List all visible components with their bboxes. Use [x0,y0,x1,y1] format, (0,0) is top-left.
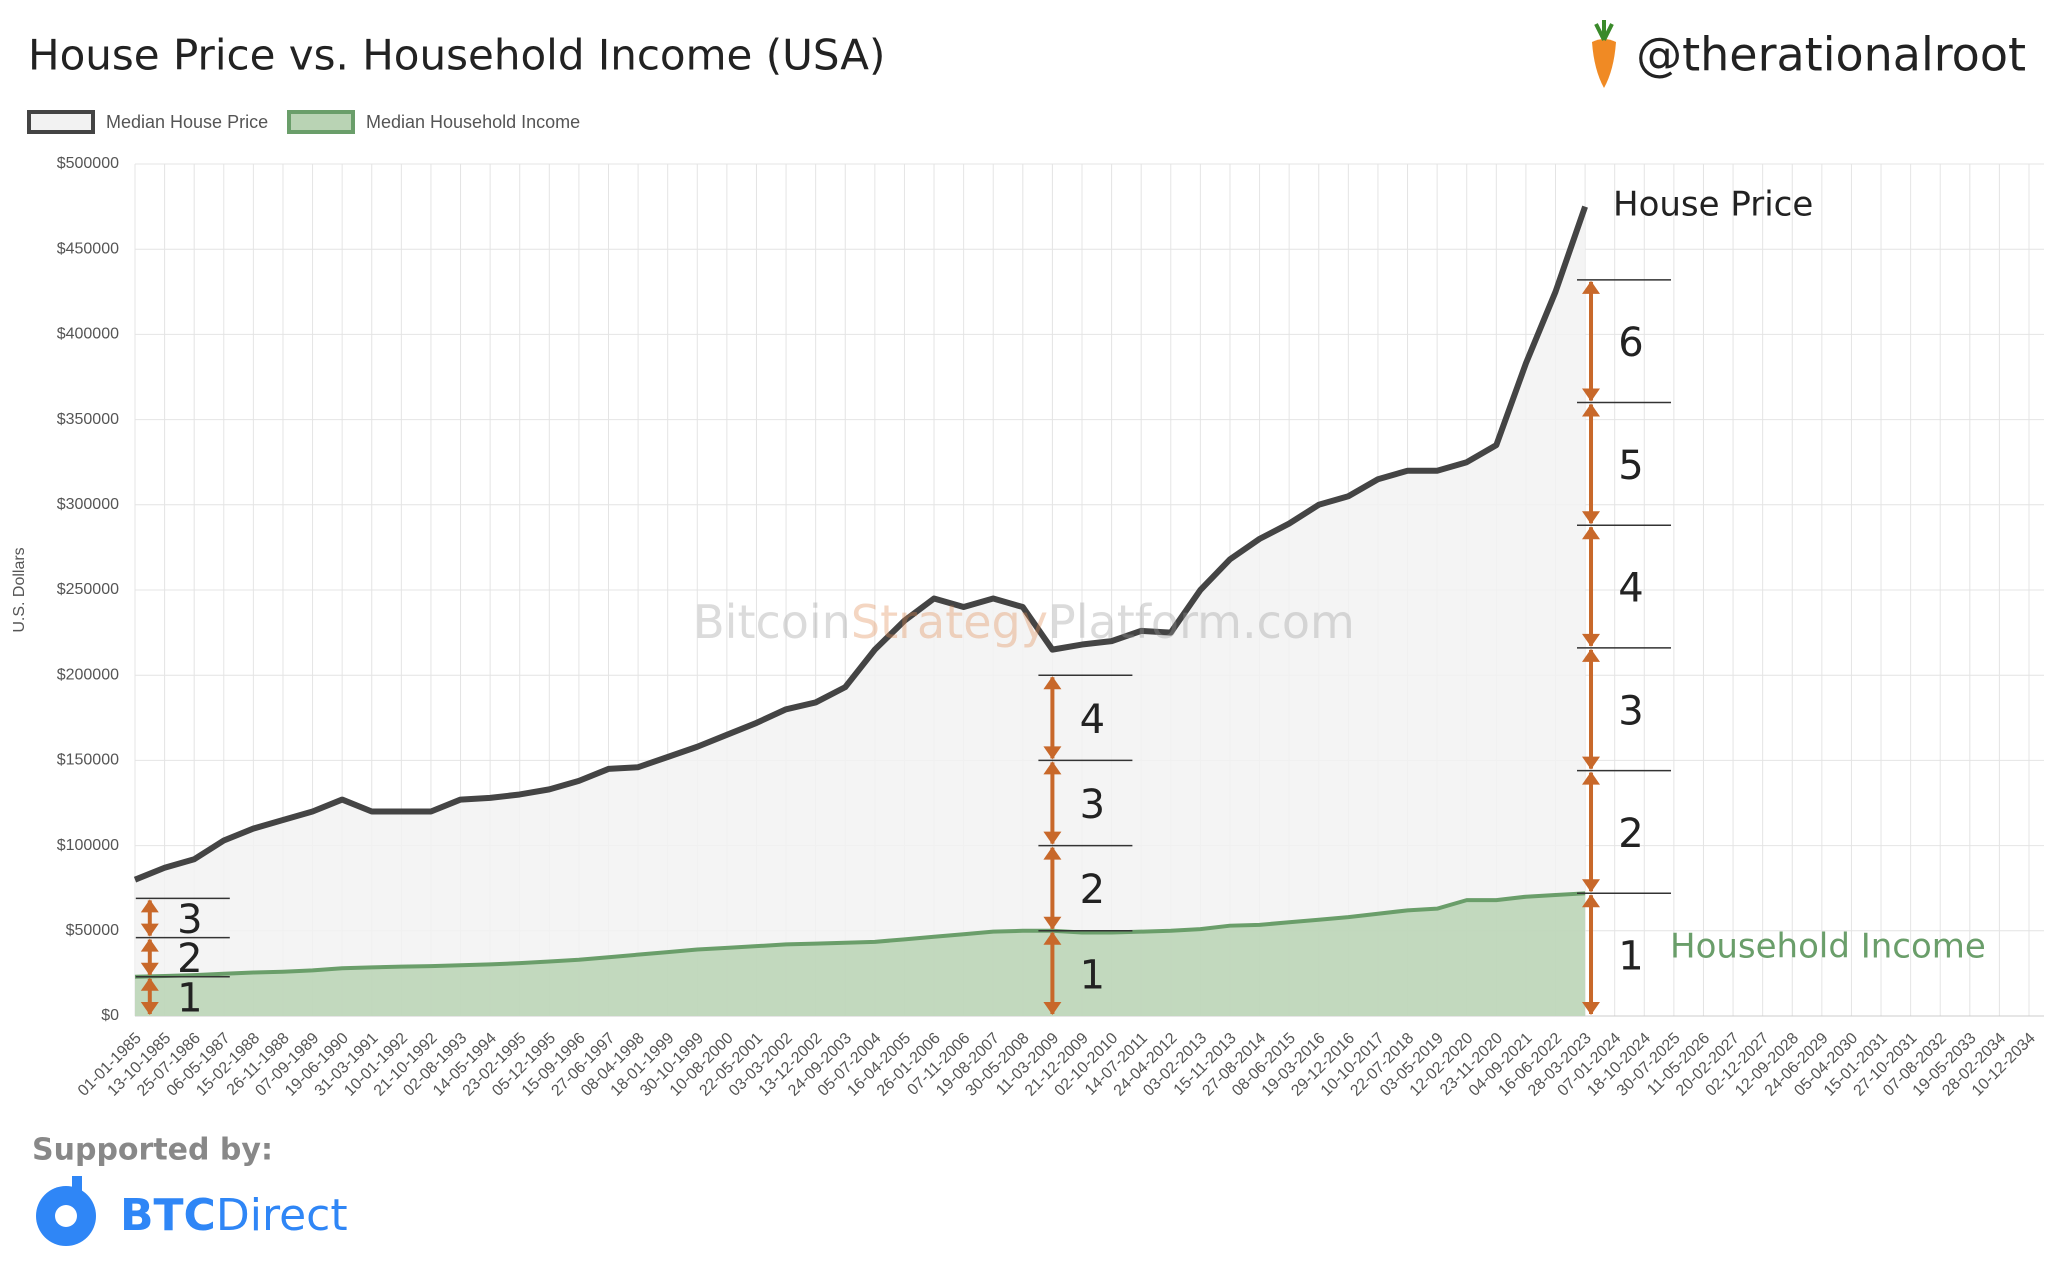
supported-by: Supported by: [32,1133,273,1168]
ratio-label: 1 [1618,934,1643,980]
arrow-head [140,938,159,952]
y-tick-label: $100000 [57,837,119,854]
arrow-head [1582,633,1601,647]
watermark-part: Strategy [851,595,1048,649]
arrow-head [140,923,159,937]
arrow-head [1043,761,1062,775]
arrow-head [1043,746,1062,760]
area [135,206,1586,1017]
carrot-icon [1592,20,1616,88]
ratio-label: 4 [1080,697,1105,743]
ratio-label: 3 [1618,688,1643,734]
ratio-label: 2 [1618,811,1643,857]
ratio-label: 3 [1080,782,1105,828]
ratio-label: 1 [1080,952,1105,998]
arrow-head [140,899,159,913]
arrow-head [1582,1002,1601,1015]
arrow-head [1582,526,1601,540]
ratio-label: 4 [1618,566,1643,612]
y-tick-label: $400000 [57,326,119,343]
ratio-label: 2 [177,936,202,982]
arrow-head [1582,648,1601,662]
chart-title: House Price vs. Household Income (USA) [28,31,885,80]
y-tick-label: $0 [101,1007,119,1024]
line [133,205,1588,883]
y-tick-label: $450000 [57,240,119,257]
ratio-label: 2 [1080,867,1105,913]
y-tick-label: $50000 [66,922,119,939]
sponsor-bold: BTC [120,1190,216,1241]
legend-label: Median House Price [106,112,268,132]
y-tick-label: $200000 [57,666,119,683]
sponsor-rest: Direct [216,1190,348,1241]
line [134,891,1586,979]
legend-swatch [27,110,95,134]
ratio-label: 3 [177,897,202,943]
legend-swatch [287,110,355,134]
y-axis-label: U.S. Dollars [11,547,28,632]
watermark-part: Platform.com [1048,595,1355,649]
y-tick-label: $500000 [57,155,119,172]
arrow-head [1043,846,1062,860]
arrow-head [1043,831,1062,845]
watermark-part: Bitcoin [693,595,851,649]
house-price-label: House Price [1613,185,1813,225]
arrow-head [1582,280,1601,294]
arrow-head [140,977,159,991]
arrow-head [140,962,159,976]
arrow-head [1582,879,1601,893]
arrow-head [1043,931,1062,945]
y-tick-label: $250000 [57,581,119,598]
handle: @therationalroot [1636,28,2026,82]
y-tick-label: $350000 [57,411,119,428]
arrow-head [1582,756,1601,770]
sponsor-logo [36,1176,96,1246]
ratio-label: 5 [1618,443,1643,489]
arrow-head [1582,771,1601,785]
watermark: BitcoinStrategyPlatform.com [693,595,1355,649]
arrow-head [1582,403,1601,417]
household-income-label: Household Income [1670,927,1986,967]
ratio-label: 1 [177,975,202,1021]
legend-label: Median Household Income [366,112,580,132]
arrow-head [1043,1002,1062,1015]
y-tick-label: $150000 [57,752,119,769]
y-tick-label: $300000 [57,496,119,513]
arrow-head [1582,388,1601,402]
arrow-head [1582,894,1601,908]
sponsor: BTCDirect [120,1190,348,1241]
area [135,893,1586,1016]
arrow-head [1043,916,1062,930]
arrow-head [140,1002,159,1015]
ratio-label: 6 [1618,320,1643,366]
arrow-head [1043,676,1062,690]
arrow-head [1582,511,1601,525]
